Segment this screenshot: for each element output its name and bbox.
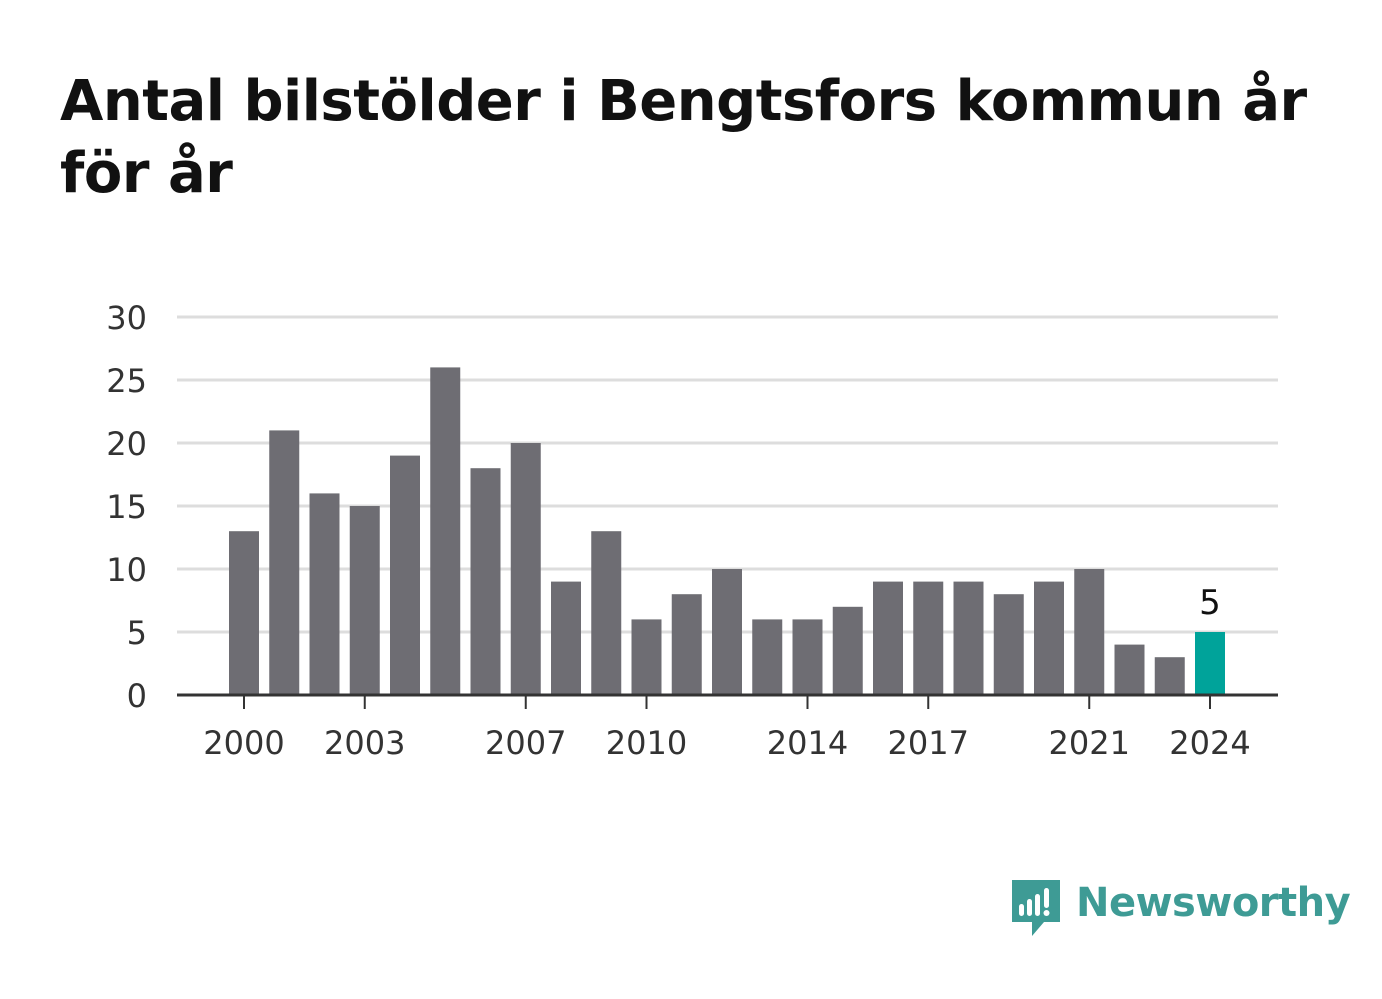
x-axis-labels: 2000 2003 2007 2010 2014 2017 2021 2024 [203, 724, 1250, 762]
bar-2021 [1074, 569, 1105, 695]
y-tick-label: 20 [106, 425, 147, 463]
newsworthy-logo-icon [1012, 880, 1060, 936]
y-axis-labels: 0 5 10 15 20 25 30 [106, 299, 147, 715]
y-tick-label: 15 [106, 488, 147, 526]
bar-2000 [229, 531, 259, 695]
data-labels: 5 [1199, 583, 1221, 623]
x-tick-label: 2014 [767, 724, 848, 762]
x-tick-label: 2021 [1049, 724, 1130, 762]
x-tick-label: 2000 [203, 724, 284, 762]
x-tick-label: 2007 [485, 724, 566, 762]
bar-2014 [792, 619, 823, 695]
bar-2023 [1154, 657, 1185, 695]
bar-2006 [470, 468, 501, 695]
brand-name: Newsworthy [1076, 880, 1351, 926]
bars [229, 367, 1225, 695]
bar-2018 [953, 581, 984, 695]
x-tick-label: 2017 [888, 724, 969, 762]
y-tick-label: 10 [106, 551, 147, 589]
newsworthy-logo: Newsworthy [1010, 878, 1351, 940]
chart-title: Antal bilstölder i Bengtsfors kommun år … [60, 69, 1307, 206]
bar-2003 [349, 506, 380, 695]
bar-2001 [269, 430, 300, 695]
bar-2009 [591, 531, 622, 695]
bar-2022 [1114, 644, 1145, 695]
x-tick-label: 2003 [324, 724, 405, 762]
bar-2024 [1195, 632, 1225, 695]
bar-2012 [712, 569, 742, 695]
bar-2013 [752, 619, 783, 695]
x-axis [177, 693, 1278, 709]
bar-2017 [913, 581, 944, 695]
bar-2002 [309, 493, 340, 695]
y-tick-label: 25 [106, 362, 147, 400]
bar-2004 [390, 455, 420, 695]
y-tick-label: 0 [127, 677, 147, 715]
data-label-2024: 5 [1199, 583, 1221, 623]
bar-2019 [993, 594, 1024, 695]
bar-2015 [832, 606, 863, 695]
bar-2005 [430, 367, 461, 695]
bar-2016 [873, 581, 903, 695]
x-tick-label: 2010 [606, 724, 687, 762]
y-tick-label: 30 [106, 299, 147, 337]
x-tick-label: 2024 [1169, 724, 1250, 762]
bar-2020 [1034, 581, 1064, 695]
bar-2008 [551, 581, 581, 695]
y-tick-label: 5 [127, 614, 147, 652]
bar-2010 [631, 619, 662, 695]
bar-2011 [671, 594, 702, 695]
bar-2007 [510, 443, 541, 695]
